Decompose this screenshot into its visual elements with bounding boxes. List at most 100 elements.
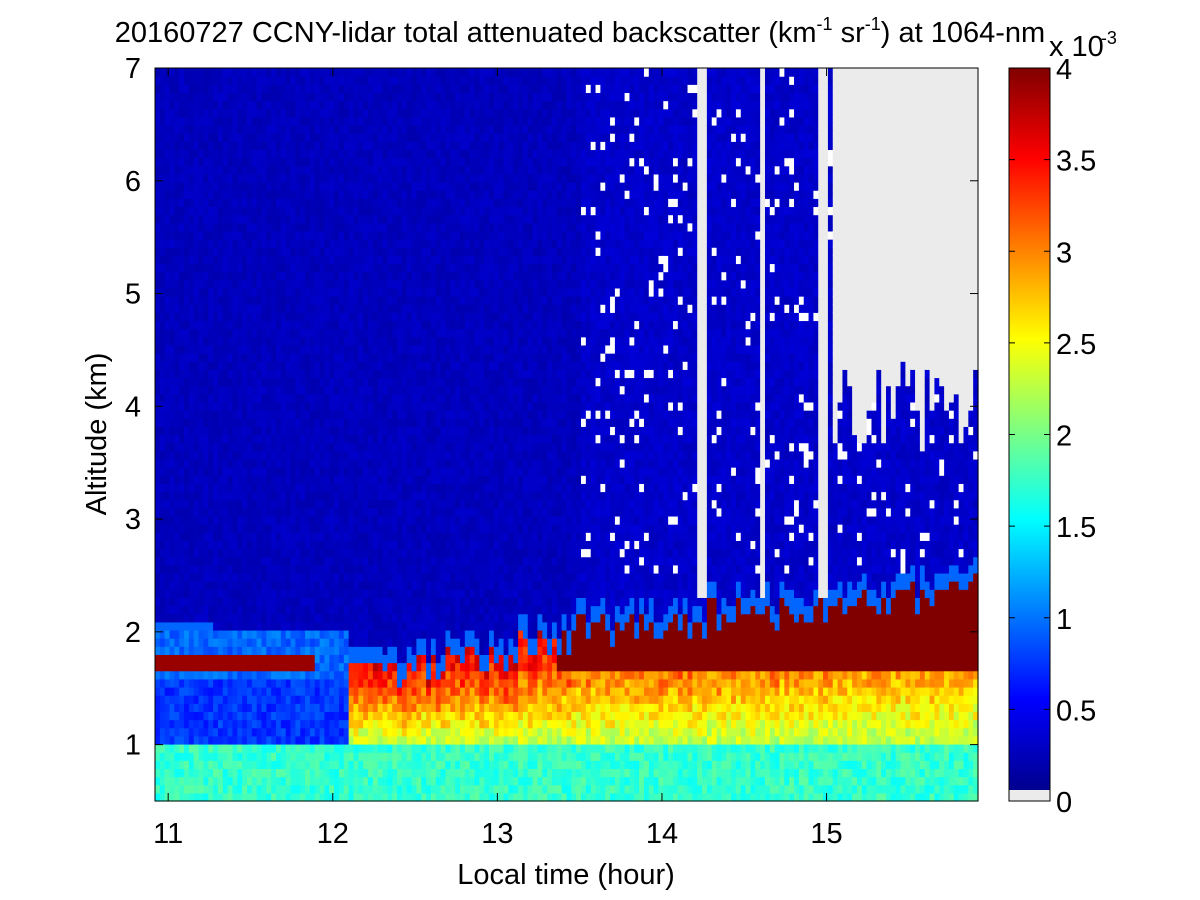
heatmap-cell <box>257 149 262 158</box>
heatmap-cell <box>407 174 412 183</box>
heatmap-cell <box>247 614 252 623</box>
heatmap-cell <box>223 166 228 175</box>
heatmap-cell <box>339 720 344 729</box>
heatmap-cell <box>358 84 363 93</box>
heatmap-cell <box>334 76 339 85</box>
heatmap-cell <box>344 524 349 533</box>
heatmap-cell <box>281 459 286 468</box>
heatmap-cell <box>373 272 378 281</box>
heatmap-cell <box>242 532 247 541</box>
heatmap-cell <box>383 695 388 704</box>
heatmap-cell <box>179 573 184 582</box>
heatmap-cell <box>199 377 204 386</box>
heatmap-cell <box>407 361 412 370</box>
heatmap-cell <box>170 149 175 158</box>
heatmap-cell <box>286 744 291 753</box>
heatmap-cell <box>378 443 383 452</box>
heatmap-cell <box>189 166 194 175</box>
heatmap-cell <box>392 638 397 647</box>
heatmap-cell <box>271 720 276 729</box>
heatmap-cell <box>184 353 189 362</box>
heatmap-cell <box>252 524 257 533</box>
heatmap-cell <box>378 117 383 126</box>
heatmap-cell <box>329 410 334 419</box>
heatmap-cell <box>218 654 223 663</box>
heatmap-cell <box>416 557 421 566</box>
heatmap-cell <box>165 532 170 541</box>
heatmap-cell <box>329 263 334 272</box>
heatmap-cell <box>218 638 223 647</box>
heatmap-cell <box>228 288 233 297</box>
heatmap-cell <box>276 92 281 101</box>
heatmap-cell <box>276 597 281 606</box>
heatmap-cell <box>223 475 228 484</box>
heatmap-cell <box>295 606 300 615</box>
heatmap-cell <box>310 255 315 264</box>
heatmap-cell <box>397 435 402 444</box>
heatmap-cell <box>237 687 242 696</box>
heatmap-cell <box>199 679 204 688</box>
heatmap-cell <box>218 736 223 745</box>
heatmap-cell <box>329 296 334 305</box>
heatmap-cell <box>266 614 271 623</box>
heatmap-cell <box>320 231 325 240</box>
heatmap-cell <box>392 296 397 305</box>
heatmap-cell <box>218 337 223 346</box>
heatmap-cell <box>247 597 252 606</box>
heatmap-cell <box>160 752 165 761</box>
heatmap-cell <box>392 703 397 712</box>
heatmap-cell <box>368 312 373 321</box>
heatmap-cell <box>208 92 213 101</box>
heatmap-cell <box>165 231 170 240</box>
heatmap-cell <box>199 418 204 427</box>
heatmap-cell <box>397 101 402 110</box>
heatmap-cell <box>286 190 291 199</box>
heatmap-cell <box>402 646 407 655</box>
heatmap-cell <box>334 606 339 615</box>
heatmap-cell <box>232 141 237 150</box>
heatmap-cell <box>295 215 300 224</box>
heatmap-cell <box>194 329 199 338</box>
heatmap-cell <box>199 280 204 289</box>
heatmap-cell <box>218 394 223 403</box>
heatmap-cell <box>262 589 267 598</box>
heatmap-cell <box>421 492 426 501</box>
heatmap-cell <box>353 475 358 484</box>
heatmap-cell <box>232 125 237 134</box>
heatmap-cell <box>353 320 358 329</box>
heatmap-cell <box>218 671 223 680</box>
heatmap-cell <box>344 149 349 158</box>
heatmap-cell <box>208 500 213 509</box>
heatmap-cell <box>271 516 276 525</box>
heatmap-cell <box>203 369 208 378</box>
heatmap-cell <box>344 785 349 794</box>
heatmap-cell <box>262 149 267 158</box>
heatmap-cell <box>291 166 296 175</box>
heatmap-cell <box>416 630 421 639</box>
heatmap-cell <box>208 687 213 696</box>
heatmap-cell <box>194 304 199 313</box>
heatmap-cell <box>310 92 315 101</box>
heatmap-cell <box>199 369 204 378</box>
heatmap-cell <box>407 467 412 476</box>
heatmap-cell <box>344 418 349 427</box>
heatmap-cell <box>286 361 291 370</box>
heatmap-cell <box>247 345 252 354</box>
heatmap-cell <box>223 231 228 240</box>
heatmap-cell <box>174 345 179 354</box>
heatmap-cell <box>353 247 358 256</box>
heatmap-cell <box>339 133 344 142</box>
heatmap-cell <box>247 711 252 720</box>
heatmap-cell <box>305 622 310 631</box>
heatmap-cell <box>218 141 223 150</box>
heatmap-cell <box>276 84 281 93</box>
heatmap-cell <box>402 320 407 329</box>
heatmap-cell <box>387 149 392 158</box>
heatmap-cell <box>170 68 175 77</box>
heatmap-cell <box>300 312 305 321</box>
heatmap-cell <box>368 84 373 93</box>
heatmap-cell <box>218 386 223 395</box>
heatmap-cell <box>257 467 262 476</box>
heatmap-cell <box>421 500 426 509</box>
heatmap-cell <box>223 182 228 191</box>
